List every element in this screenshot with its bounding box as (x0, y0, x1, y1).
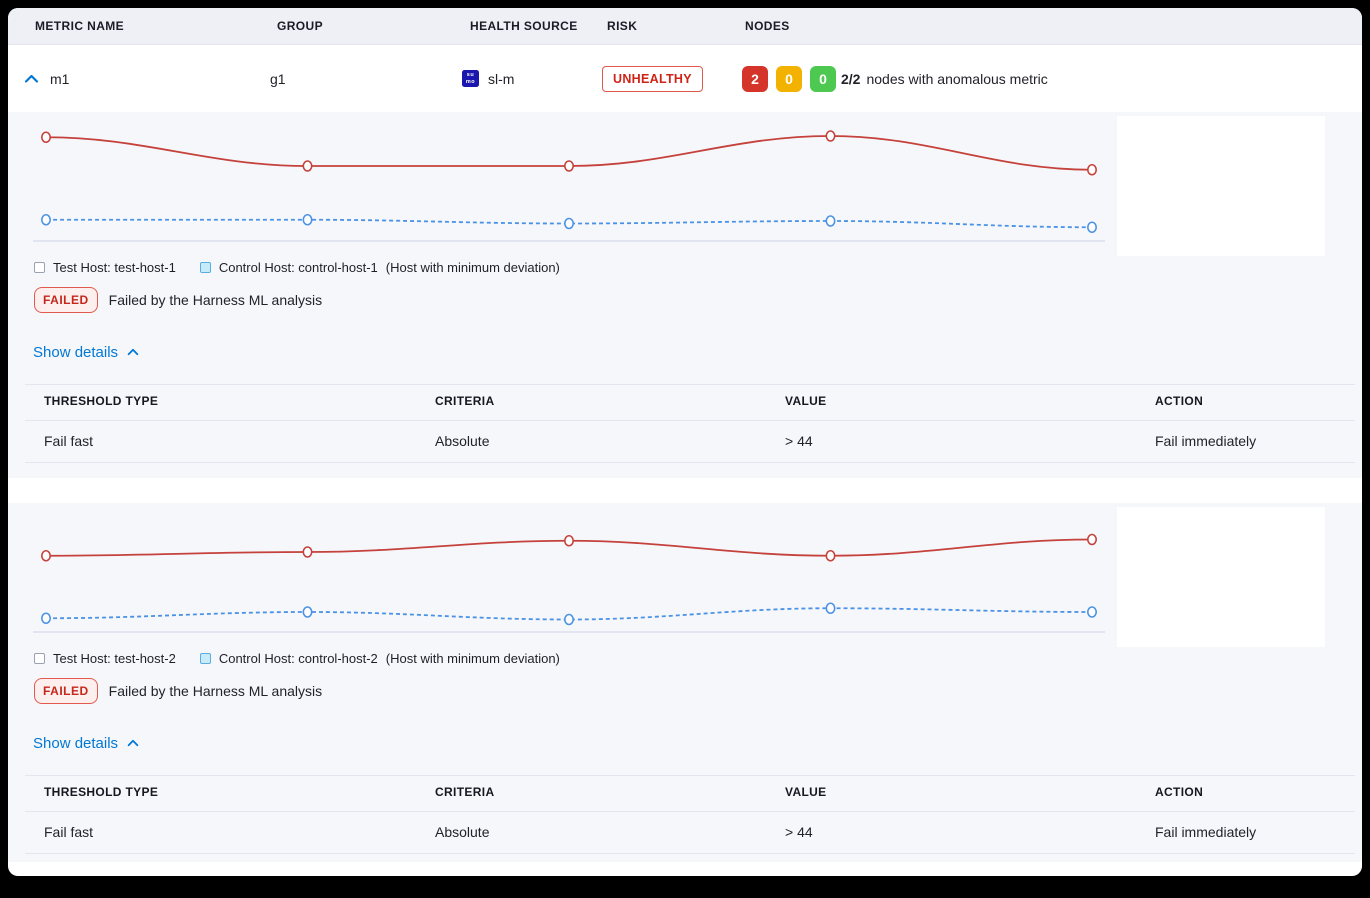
th-criteria: CRITERIA (435, 394, 495, 408)
analysis-status-message: Failed by the Harness ML analysis (108, 683, 323, 699)
column-header-health-source: HEALTH SOURCE (470, 19, 578, 33)
healthy-nodes-badge: 0 (810, 65, 836, 92)
column-header-metric-name: METRIC NAME (35, 19, 125, 33)
test-host-label: Test Host: test-host-2 (53, 650, 176, 666)
table-divider (25, 811, 1355, 812)
host-analysis-section: Test Host: test-host-2 Control Host: con… (8, 503, 1362, 862)
test-host-label: Test Host: test-host-1 (53, 259, 176, 275)
metric-timeseries-chart[interactable] (25, 507, 1112, 637)
th-criteria: CRITERIA (435, 785, 495, 799)
table-header-bar: METRIC NAME GROUP HEALTH SOURCE RISK NOD… (8, 8, 1362, 45)
anomalous-nodes-badge: 2 (742, 65, 768, 92)
cell-action: Fail immediately (1155, 824, 1257, 840)
metric-row[interactable]: m1 g1 su mo sl-m UNHEALTHY 2 0 0 2/2 nod… (8, 45, 1362, 112)
chart-legend: Test Host: test-host-2 Control Host: con… (34, 649, 560, 667)
verification-metrics-panel: METRIC NAME GROUP HEALTH SOURCE RISK NOD… (8, 8, 1362, 876)
th-threshold-type: THRESHOLD TYPE (44, 394, 159, 408)
chart-legend: Test Host: test-host-1 Control Host: con… (34, 258, 560, 276)
control-host-label: Control Host: control-host-2 (218, 650, 378, 666)
cell-threshold-type: Fail fast (44, 433, 94, 449)
analysis-status-row: FAILED Failed by the Harness ML analysis (34, 678, 322, 704)
show-details-label: Show details (33, 343, 119, 361)
cell-value: > 44 (785, 824, 813, 840)
cell-criteria: Absolute (435, 433, 490, 449)
analysis-status-row: FAILED Failed by the Harness ML analysis (34, 287, 322, 313)
metric-name-value: m1 (50, 70, 70, 87)
test-host-checkbox[interactable] (34, 652, 45, 664)
failed-status-badge: FAILED (34, 678, 98, 704)
minimum-deviation-note: (Host with minimum deviation) (385, 650, 560, 666)
nodes-summary-text: nodes with anomalous metric (866, 70, 1048, 87)
nodes-summary: 2/2 nodes with anomalous metric (841, 45, 1048, 112)
chart-side-spacer (1117, 116, 1325, 256)
node-count-badges: 2 0 0 (742, 45, 836, 112)
table-divider (25, 853, 1355, 854)
minimum-deviation-note: (Host with minimum deviation) (385, 259, 560, 275)
show-details-label: Show details (33, 734, 119, 752)
failed-status-badge: FAILED (34, 287, 98, 313)
cell-action: Fail immediately (1155, 433, 1257, 449)
legend-item-test-host[interactable]: Test Host: test-host-1 (34, 260, 176, 275)
th-threshold-type: THRESHOLD TYPE (44, 785, 159, 799)
chevron-up-icon (127, 348, 139, 356)
health-source-value: sl-m (488, 70, 515, 87)
table-divider (25, 420, 1355, 421)
column-header-nodes: NODES (745, 19, 790, 33)
column-header-group: GROUP (277, 19, 324, 33)
warning-nodes-badge: 0 (776, 65, 802, 92)
cell-value: > 44 (785, 433, 813, 449)
cell-criteria: Absolute (435, 824, 490, 840)
host-analysis-section: Test Host: test-host-1 Control Host: con… (8, 112, 1362, 478)
show-details-toggle[interactable]: Show details (33, 734, 139, 752)
analysis-status-message: Failed by the Harness ML analysis (108, 292, 323, 308)
cell-threshold-type: Fail fast (44, 824, 94, 840)
table-divider (25, 775, 1355, 776)
th-action: ACTION (1155, 785, 1204, 799)
risk-status-badge: UNHEALTHY (602, 65, 703, 92)
health-source-cell: su mo sl-m (462, 45, 514, 112)
metric-timeseries-chart[interactable] (25, 116, 1112, 246)
chart-side-spacer (1117, 507, 1325, 647)
control-host-checkbox[interactable] (199, 652, 211, 664)
table-divider (25, 462, 1355, 463)
control-host-label: Control Host: control-host-1 (218, 259, 378, 275)
column-header-risk: RISK (607, 19, 638, 33)
control-host-checkbox[interactable] (199, 261, 211, 273)
threshold-details-table: THRESHOLD TYPE CRITERIA VALUE ACTION Fai… (25, 384, 1355, 463)
th-value: VALUE (785, 394, 827, 408)
collapse-chevron-up-icon[interactable] (24, 45, 39, 112)
risk-cell: UNHEALTHY (602, 45, 703, 112)
sumo-logic-icon: su mo (462, 70, 479, 87)
nodes-summary-count: 2/2 (841, 70, 861, 87)
show-details-toggle[interactable]: Show details (33, 343, 139, 361)
test-host-checkbox[interactable] (34, 261, 45, 273)
chevron-up-icon (127, 739, 139, 747)
legend-item-control-host[interactable]: Control Host: control-host-1 (Host with … (199, 259, 560, 275)
legend-item-control-host[interactable]: Control Host: control-host-2 (Host with … (199, 650, 560, 666)
th-value: VALUE (785, 785, 827, 799)
th-action: ACTION (1155, 394, 1204, 408)
threshold-details-table: THRESHOLD TYPE CRITERIA VALUE ACTION Fai… (25, 775, 1355, 854)
legend-item-test-host[interactable]: Test Host: test-host-2 (34, 651, 176, 666)
metric-group-value: g1 (270, 70, 286, 87)
table-divider (25, 384, 1355, 385)
